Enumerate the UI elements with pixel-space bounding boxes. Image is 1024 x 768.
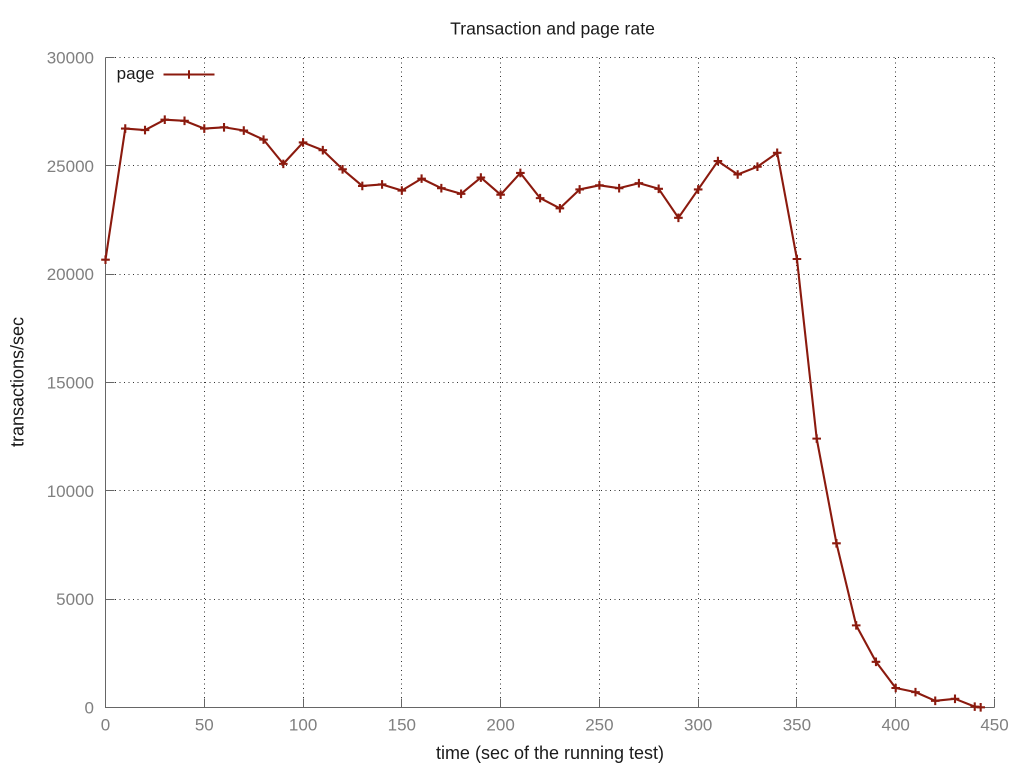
svg-text:350: 350	[783, 716, 811, 735]
svg-text:page: page	[117, 64, 155, 83]
svg-text:150: 150	[388, 716, 416, 735]
svg-text:25000: 25000	[47, 157, 94, 176]
svg-text:400: 400	[882, 716, 910, 735]
svg-text:5000: 5000	[56, 590, 94, 609]
svg-text:20000: 20000	[47, 265, 94, 284]
svg-text:15000: 15000	[47, 374, 94, 393]
svg-text:10000: 10000	[47, 482, 94, 501]
svg-text:30000: 30000	[47, 49, 94, 68]
svg-text:200: 200	[486, 716, 514, 735]
svg-text:50: 50	[195, 716, 214, 735]
svg-text:0: 0	[101, 716, 110, 735]
svg-text:100: 100	[289, 716, 317, 735]
svg-text:300: 300	[684, 716, 712, 735]
svg-text:0: 0	[85, 699, 94, 718]
svg-text:transactions/sec: transactions/sec	[8, 317, 28, 447]
svg-text:250: 250	[585, 716, 613, 735]
svg-text:Transaction and page rate: Transaction and page rate	[450, 19, 655, 39]
svg-text:450: 450	[980, 716, 1008, 735]
svg-text:time (sec of the running test): time (sec of the running test)	[436, 743, 664, 763]
